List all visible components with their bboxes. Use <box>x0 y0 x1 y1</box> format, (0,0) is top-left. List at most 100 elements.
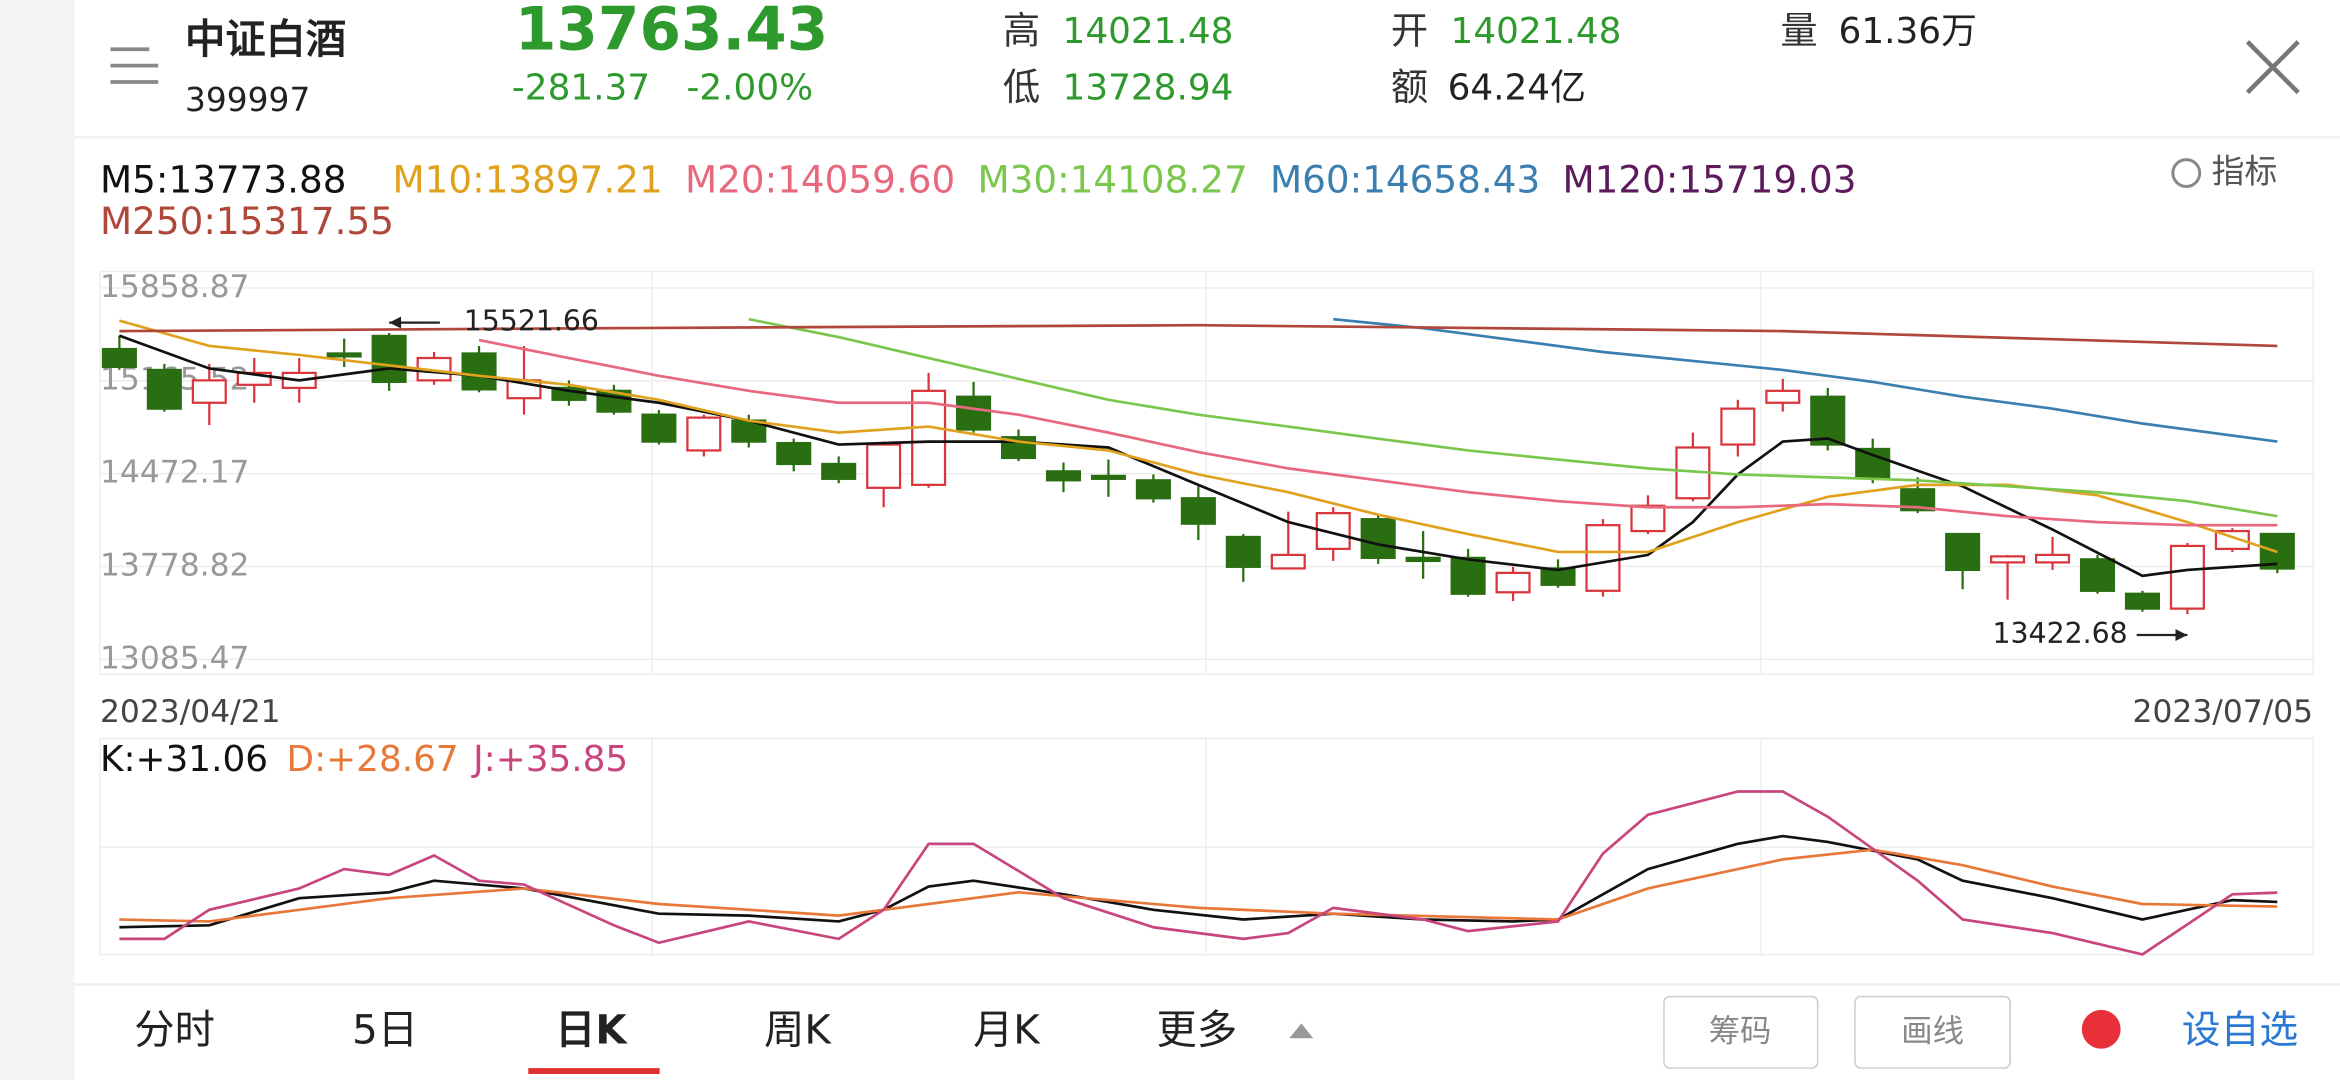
ma-legend: M30:14108.27 <box>977 157 1247 201</box>
low-label: 低 <box>1003 65 1040 109</box>
candle-body <box>776 441 812 466</box>
gauge-icon <box>2171 158 2202 188</box>
volume: 61.36万 <box>1839 11 1977 52</box>
record-dot[interactable] <box>2081 1009 2121 1049</box>
ma-legend: M20:14059.60 <box>685 157 955 201</box>
start-date: 2023/04/21 <box>100 694 281 730</box>
tab[interactable]: 更多 <box>1157 1007 1238 1053</box>
button-label: 画线 <box>1901 1013 1964 1049</box>
ma-line <box>118 334 2278 578</box>
candle-body <box>1180 497 1216 525</box>
high-annotation: 15521.66 <box>464 305 599 338</box>
y-tick-label: 14472.17 <box>100 455 250 491</box>
ma-legend: M10:13897.21 <box>392 157 662 201</box>
change: -281.37 <box>512 68 650 109</box>
candle-body <box>1630 504 1666 533</box>
kdj-legend: K:+31.06 <box>100 739 268 780</box>
low: 13728.94 <box>1063 68 1234 109</box>
candle-body <box>1225 535 1261 568</box>
chip-button[interactable]: 筹码 <box>1663 995 1819 1069</box>
candle-body <box>1855 447 1891 479</box>
tab[interactable]: 5日 <box>352 1007 418 1053</box>
candle-body <box>2124 592 2160 610</box>
arrow-head <box>2175 629 2188 642</box>
candle-body <box>1810 395 1846 446</box>
candle-body <box>1045 470 1082 482</box>
amount: 64.24亿 <box>1448 68 1586 109</box>
ma-line <box>119 323 2278 348</box>
price: 13763.43 <box>515 0 828 64</box>
menu-icon[interactable] <box>110 47 159 84</box>
y-tick-label: 15858.87 <box>100 269 250 305</box>
amount-label: 额 <box>1391 65 1428 109</box>
open: 14021.48 <box>1451 11 1622 52</box>
ma-legend: M60:14658.43 <box>1270 157 1540 201</box>
candle-body <box>1540 567 1576 586</box>
kdj-line <box>119 834 2278 929</box>
candle-body <box>461 352 497 391</box>
ma-line <box>478 338 2278 527</box>
tab[interactable]: 周K <box>764 1007 832 1053</box>
left-strip <box>0 0 75 1080</box>
candle-body <box>956 395 992 431</box>
candle-body <box>2035 553 2071 564</box>
candle-body <box>1090 474 1126 480</box>
volume-label: 量 <box>1780 8 1817 52</box>
kdj-line <box>119 848 2278 923</box>
close-stroke <box>2245 40 2300 95</box>
candle-body <box>1765 389 1801 404</box>
open-label: 开 <box>1391 8 1428 52</box>
ma-legend: M250:15317.55 <box>100 199 394 243</box>
y-tick-label: 13778.82 <box>100 547 250 583</box>
high-label: 高 <box>1003 8 1040 52</box>
candle-body <box>1360 518 1396 559</box>
candle-body <box>101 347 137 368</box>
candle-body <box>1945 532 1981 572</box>
ma-line <box>1333 317 2278 443</box>
tab[interactable]: 月K <box>973 1007 1041 1053</box>
more-arrow <box>1289 1023 1314 1039</box>
candle-body <box>371 334 407 383</box>
high: 14021.48 <box>1063 11 1234 52</box>
tab[interactable]: 分时 <box>134 1007 215 1053</box>
tab[interactable]: 日K <box>555 1007 628 1053</box>
candle-body <box>326 352 362 358</box>
add-watchlist[interactable]: 设自选 <box>2182 1008 2298 1053</box>
ma-legend: M120:15719.03 <box>1562 157 1856 201</box>
candle-body <box>1585 524 1621 592</box>
candle-body <box>686 416 722 452</box>
button-label: 筹码 <box>1709 1013 1772 1049</box>
candle-body <box>1990 555 2026 564</box>
index-name: 中证白酒 <box>185 17 346 63</box>
ma-legend: M5:13773.88 <box>100 157 346 201</box>
indicator-button[interactable]: 指标 <box>2171 153 2277 191</box>
candle-body <box>1900 488 1936 512</box>
ma-line <box>119 319 2278 554</box>
candle-body <box>1495 571 1531 594</box>
candle-body <box>641 413 677 443</box>
arrow-head <box>389 316 402 329</box>
candle-body <box>1450 556 1486 595</box>
close-button[interactable] <box>2245 40 2300 95</box>
candle-body <box>1405 556 1441 563</box>
button-frame <box>1854 995 2011 1069</box>
kdj-legend: D:+28.67 <box>287 739 459 780</box>
candle-body <box>821 462 857 480</box>
candle-body <box>1135 479 1171 500</box>
draw-button[interactable]: 画线 <box>1854 995 2011 1069</box>
candle-body <box>1720 407 1756 446</box>
change-pct: -2.00% <box>686 68 813 109</box>
low-annotation: 13422.68 <box>1993 617 2128 650</box>
candle-body <box>2079 558 2116 592</box>
candle-body <box>866 443 902 489</box>
kdj-legend: J:+35.85 <box>471 739 628 780</box>
button-frame <box>1663 995 1819 1069</box>
y-tick-label: 13085.47 <box>100 640 250 676</box>
candle-body <box>2169 544 2205 610</box>
end-date: 2023/07/05 <box>2133 694 2314 730</box>
candle-body <box>911 389 947 486</box>
candle-body <box>236 371 272 386</box>
ma-line <box>748 317 2278 518</box>
